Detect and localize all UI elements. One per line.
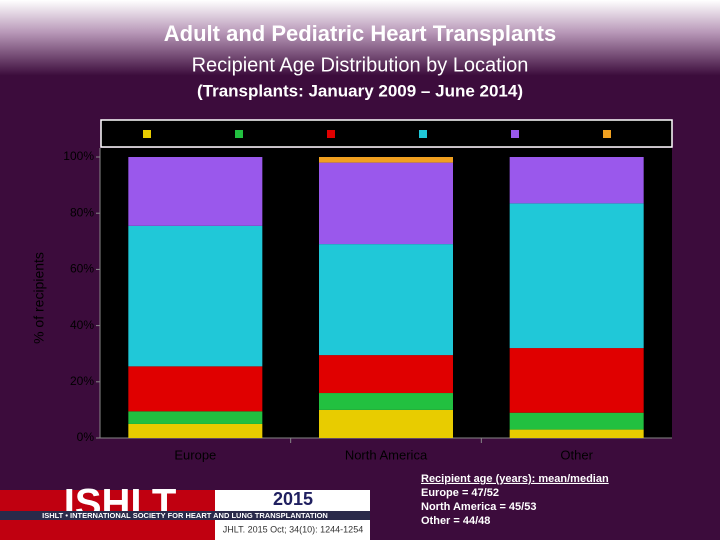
bar-segment xyxy=(509,412,644,430)
bar-segment xyxy=(319,162,453,245)
bar-segment xyxy=(509,203,644,349)
legend-swatch xyxy=(327,130,335,138)
y-tick-label: 0% xyxy=(77,430,95,444)
year-box xyxy=(215,490,370,511)
society: ISHLT • INTERNATIONAL SOCIETY FOR HEART … xyxy=(42,511,328,520)
legend-swatch xyxy=(143,130,151,138)
y-axis-label: % of recipients xyxy=(31,252,47,344)
legend xyxy=(100,119,673,148)
legend-swatch xyxy=(511,130,519,138)
bar-segment xyxy=(128,411,263,424)
bar-segment xyxy=(509,429,644,438)
chart-period: (Transplants: January 2009 – June 2014) xyxy=(197,81,523,100)
bar-segment xyxy=(509,348,644,413)
bar-segment xyxy=(509,157,644,204)
note: North America = 45/53 xyxy=(421,501,536,513)
note: Europe = 47/52 xyxy=(421,487,499,499)
bar-segment xyxy=(319,244,453,356)
bar-segment xyxy=(319,157,453,163)
legend-swatch xyxy=(235,130,243,138)
chart-subtitle: Recipient Age Distribution by Location xyxy=(192,54,529,76)
y-tick-label: 20% xyxy=(70,374,94,388)
legend-swatch xyxy=(419,130,427,138)
year: 2015 xyxy=(273,489,313,509)
bar-segment xyxy=(319,393,453,410)
chart-title: Adult and Pediatric Heart Transplants xyxy=(164,21,556,46)
legend-swatch xyxy=(603,130,611,138)
bar-segment xyxy=(319,409,453,438)
x-tick-label: Other xyxy=(560,447,593,462)
x-tick-label: North America xyxy=(345,447,428,462)
note: Other = 44/48 xyxy=(421,515,490,527)
y-tick-label: 60% xyxy=(70,262,94,276)
bar-segment xyxy=(128,423,263,438)
citation: JHLT. 2015 Oct; 34(10): 1244-1254 xyxy=(223,524,363,534)
bar-segment xyxy=(128,225,263,367)
society-band xyxy=(0,511,370,520)
bar-segment xyxy=(319,355,453,394)
x-tick-label: Europe xyxy=(174,447,216,462)
note: Recipient age (years): mean/median xyxy=(421,473,609,485)
y-tick-label: 40% xyxy=(70,318,94,332)
bar-segment xyxy=(128,366,263,412)
y-tick-label: 80% xyxy=(70,205,94,219)
y-tick-label: 100% xyxy=(63,149,94,163)
bar-segment xyxy=(128,157,263,226)
citation-box xyxy=(215,520,370,540)
